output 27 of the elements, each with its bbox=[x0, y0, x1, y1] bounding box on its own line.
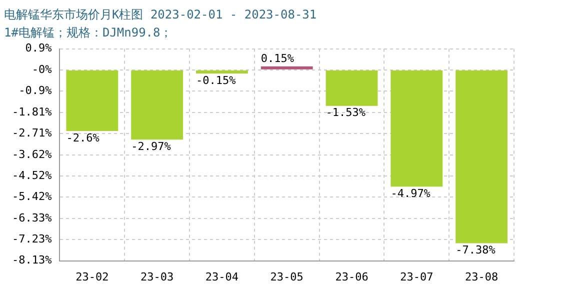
y-tick-label: -6.33% bbox=[12, 211, 52, 224]
chart-subtitle: 1#电解锰；规格：DJMn99.8； bbox=[4, 26, 172, 40]
y-tick-label: -7.23% bbox=[12, 232, 52, 246]
data-label: -2.97% bbox=[131, 140, 172, 154]
x-tick-label: 23-08 bbox=[464, 270, 498, 284]
y-tick-label: -8.13% bbox=[12, 254, 52, 267]
x-tick-label: 23-03 bbox=[140, 270, 174, 284]
y-tick-label: -4.52% bbox=[12, 168, 52, 182]
y-tick-label: -2.71% bbox=[12, 126, 52, 140]
x-tick-label: 23-04 bbox=[205, 270, 239, 284]
y-tick-label: -1.81% bbox=[12, 105, 52, 118]
x-tick-label: 23-05 bbox=[270, 270, 304, 284]
data-label: 0.15% bbox=[260, 52, 294, 65]
data-label: -1.53% bbox=[326, 106, 366, 120]
y-tick-label: -0% bbox=[32, 62, 52, 76]
y-tick-label: -5.42% bbox=[12, 190, 52, 204]
data-label: -0.15% bbox=[196, 74, 236, 87]
y-tick-label: -0.9% bbox=[18, 84, 52, 97]
x-tick-label: 23-06 bbox=[335, 270, 368, 284]
chart-title: 电解锰华东市场价月K柱图 2023-02-01 - 2023-08-31 bbox=[4, 7, 317, 22]
y-tick-label: 0.9% bbox=[25, 42, 52, 55]
data-label: -4.97% bbox=[390, 186, 431, 200]
data-label: -2.6% bbox=[66, 131, 100, 144]
x-tick-label: 23-07 bbox=[400, 270, 434, 284]
x-tick-label: 23-02 bbox=[76, 270, 109, 284]
y-tick-label: -3.62% bbox=[12, 148, 52, 161]
data-label: -7.38% bbox=[456, 244, 496, 257]
